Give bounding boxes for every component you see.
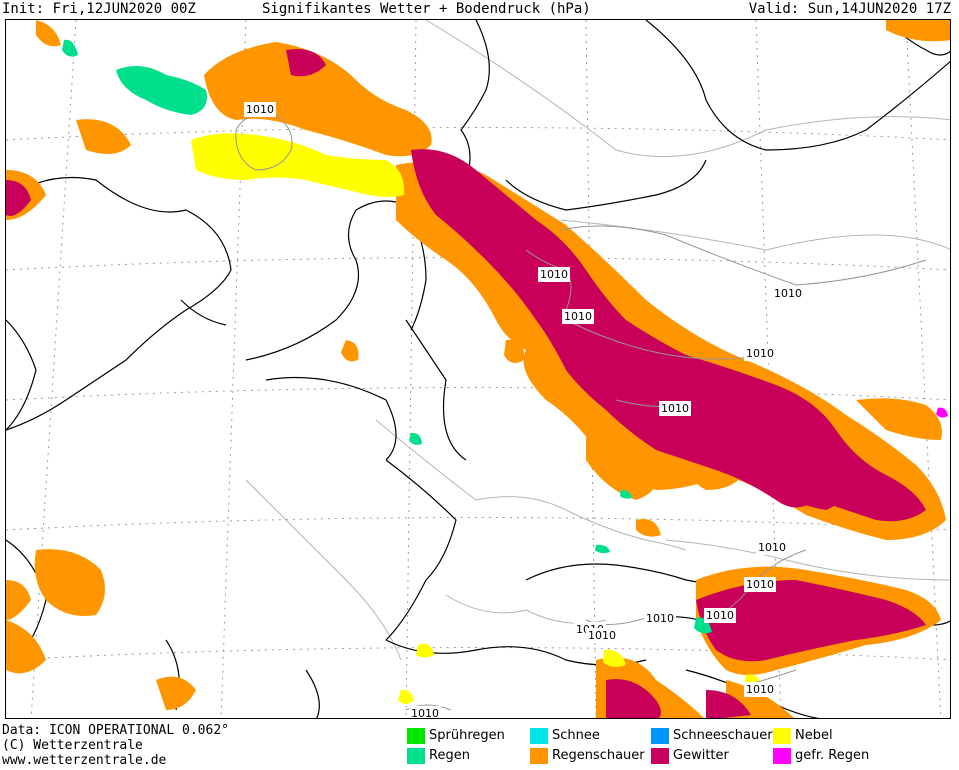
legend-label: Sprühregen: [429, 728, 505, 743]
legend-item-regen: Regen: [407, 747, 470, 765]
isobar-label-bg: [538, 267, 570, 282]
isobar-label: 1010: [706, 609, 734, 622]
isobar-label: 1010: [746, 347, 774, 360]
isobar-label: 1010: [540, 268, 568, 281]
legend-label: Regenschauer: [552, 748, 645, 763]
legend-label: Gewitter: [673, 748, 729, 763]
init-time: Init: Fri,12JUN2020 00Z: [2, 1, 196, 17]
isobar-label: 1010: [588, 629, 616, 642]
precip-nebel: [191, 133, 761, 704]
isobar-label-bg: [756, 540, 788, 555]
map-title: Signifikantes Wetter + Bodendruck (hPa): [262, 1, 591, 17]
isobar-label: 1010: [661, 402, 689, 415]
isobar-label: 1010: [246, 103, 274, 116]
isobar-label-bg: [586, 628, 618, 643]
legend-swatch: [773, 747, 791, 764]
isobar-label-bg: [744, 346, 776, 361]
isobar-label: 1010: [746, 578, 774, 591]
isobar-label-bg: [644, 611, 676, 626]
legend-item-nebel: Nebel: [773, 727, 833, 745]
isobar-label-bg: [562, 309, 594, 324]
legend-swatch: [407, 727, 425, 744]
weather-map[interactable]: 1010 1010 1010 1010 1010 1010 1010 1010 …: [5, 19, 951, 719]
isobar-label-bg: [744, 577, 776, 592]
precip-gefr-regen: [936, 407, 948, 418]
legend-swatch: [651, 727, 669, 744]
legend-swatch: [407, 747, 425, 764]
isobar-label-bg: [659, 401, 691, 416]
legend-swatch: [651, 747, 669, 764]
valid-time: Valid: Sun,14JUN2020 17Z: [748, 1, 951, 17]
isobar-label: 1010: [411, 707, 439, 719]
isobar-label-bg: [704, 608, 736, 623]
legend-item-gewitter: Gewitter: [651, 747, 729, 765]
legend-item-regenschauer: Regenschauer: [530, 747, 645, 765]
legend-item-schnee: Schnee: [530, 727, 600, 745]
legend-label: Regen: [429, 748, 470, 763]
isobar-label: 1010: [774, 287, 802, 300]
isobar-label-bg: [744, 682, 776, 697]
isobar-label-bg: [244, 102, 276, 117]
isobar-label: 1010: [646, 612, 674, 625]
legend-item-schneeschauer: Schneeschauer: [651, 727, 773, 745]
legend-item-spruehregen: Sprühregen: [407, 727, 505, 745]
copyright: (C) Wetterzentrale: [2, 738, 143, 753]
legend-label: Nebel: [795, 728, 833, 743]
isobar-label-bg: [409, 706, 441, 718]
legend-label: gefr. Regen: [795, 748, 870, 763]
isobar-labels: 1010 1010 1010 1010 1010 1010 1010 1010 …: [244, 102, 804, 719]
precip-gewitter: [6, 49, 926, 718]
legend-label: Schnee: [552, 728, 600, 743]
data-source: Data: ICON OPERATIONAL 0.062°: [2, 723, 229, 738]
legend-item-gefr-regen: gefr. Regen: [773, 747, 869, 765]
isobar-label: 1010: [758, 541, 786, 554]
isobar-label: 1010: [564, 310, 592, 323]
website-link[interactable]: www.wetterzentrale.de: [2, 753, 167, 768]
legend-label: Schneeschauer: [673, 728, 773, 743]
isobar-label-bg: [772, 286, 804, 301]
precip-regen: [62, 39, 712, 634]
legend-swatch: [773, 727, 791, 744]
legend-swatch: [530, 727, 548, 744]
isobar-label: 1010: [746, 683, 774, 696]
legend-swatch: [530, 747, 548, 764]
